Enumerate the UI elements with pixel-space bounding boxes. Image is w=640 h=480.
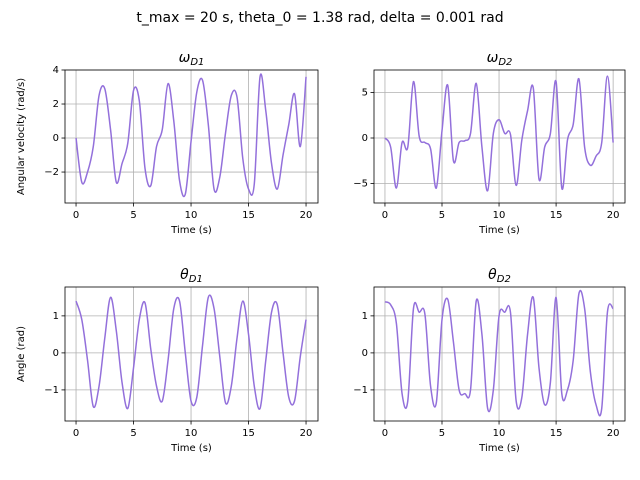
subplot-title: θD2 [488, 267, 511, 285]
y-tick-label: 2 [53, 99, 59, 110]
axes-frame [64, 286, 319, 422]
y-tick-label: 4 [53, 65, 59, 76]
x-tick-label: 20 [607, 428, 620, 439]
title-symbol: θ [488, 267, 497, 283]
x-tick-label: 5 [130, 428, 136, 439]
x-tick-label: 20 [300, 428, 313, 439]
data-line [384, 75, 614, 192]
axes-frame [373, 69, 626, 204]
x-tick-label: 5 [439, 428, 445, 439]
subplot-title: ωD2 [487, 50, 513, 68]
figure-title: t_max = 20 s, theta_0 = 1.38 rad, delta … [136, 10, 503, 26]
y-axis-label: Angular velocity (rad/s) [16, 78, 27, 195]
x-tick-label: 0 [382, 210, 388, 221]
x-tick-label: 20 [607, 210, 620, 221]
y-tick-label: 0 [362, 133, 368, 144]
title-subscript: D2 [497, 274, 511, 285]
title-symbol: ω [179, 50, 191, 66]
title-symbol: ω [487, 50, 499, 66]
y-axis-label: Angle (rad) [16, 326, 27, 382]
x-tick-label: 5 [439, 210, 445, 221]
x-axis-label: Time (s) [478, 225, 520, 236]
data-line [75, 294, 307, 410]
title-symbol: θ [180, 267, 189, 283]
title-subscript: D2 [498, 57, 512, 68]
title-subscript: D1 [190, 57, 204, 68]
y-tick-label: 1 [53, 311, 59, 322]
x-tick-label: 15 [550, 210, 563, 221]
y-tick-label: 0 [53, 348, 59, 359]
x-tick-label: 0 [382, 428, 388, 439]
x-tick-label: 10 [493, 428, 506, 439]
x-tick-label: 10 [185, 210, 198, 221]
x-tick-label: 15 [550, 428, 563, 439]
y-tick-label: −1 [353, 385, 368, 396]
x-axis-label: Time (s) [478, 443, 520, 454]
y-tick-label: 1 [362, 311, 368, 322]
x-tick-label: 0 [73, 210, 79, 221]
x-axis-label: Time (s) [170, 225, 212, 236]
subplot-title: θD1 [180, 267, 203, 285]
x-tick-label: 0 [73, 428, 79, 439]
subplot-title: ωD1 [179, 50, 205, 68]
x-axis-label: Time (s) [170, 443, 212, 454]
x-tick-label: 5 [130, 210, 136, 221]
y-tick-label: 0 [53, 133, 59, 144]
y-tick-label: 5 [362, 87, 368, 98]
y-tick-label: −2 [44, 167, 59, 178]
y-tick-label: −1 [44, 385, 59, 396]
axes-frame [64, 69, 319, 204]
x-tick-label: 15 [242, 210, 255, 221]
x-tick-label: 20 [300, 210, 313, 221]
y-tick-label: 0 [362, 348, 368, 359]
data-line [75, 73, 307, 198]
title-subscript: D1 [189, 274, 203, 285]
data-line [384, 289, 614, 417]
x-tick-label: 15 [242, 428, 255, 439]
x-tick-label: 10 [493, 210, 506, 221]
y-tick-label: −5 [353, 179, 368, 190]
axes-frame [373, 286, 626, 422]
x-tick-label: 10 [185, 428, 198, 439]
